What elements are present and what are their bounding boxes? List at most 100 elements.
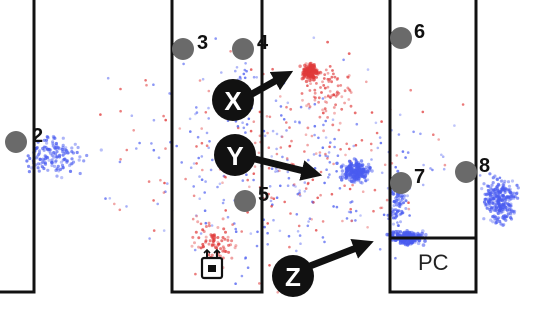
- signal-dot: [267, 192, 271, 196]
- signal-dot: [403, 194, 406, 198]
- signal-dot: [395, 232, 400, 236]
- signal-dot: [244, 131, 247, 134]
- signal-dot: [303, 190, 307, 193]
- signal-dot: [168, 92, 171, 95]
- signal-dot: [313, 124, 317, 128]
- signal-dot: [119, 87, 122, 91]
- signal-dot: [234, 282, 237, 286]
- signal-dot: [200, 127, 203, 130]
- signal-dot: [343, 89, 347, 93]
- signal-dot: [279, 184, 282, 188]
- signal-dot: [268, 115, 272, 119]
- signal-dot: [328, 173, 331, 176]
- signal-dot: [27, 164, 31, 168]
- signal-dot: [397, 133, 401, 136]
- signal-dot: [61, 166, 65, 170]
- signal-dot: [370, 111, 374, 114]
- signal-dot: [152, 229, 156, 232]
- signal-dot: [285, 157, 289, 160]
- signal-dot: [361, 190, 365, 193]
- signal-dot: [210, 224, 214, 227]
- callout-x: X: [212, 70, 294, 121]
- signal-dot: [192, 185, 195, 188]
- signal-dot: [201, 168, 204, 172]
- signal-dot: [288, 144, 292, 148]
- signal-dot: [502, 188, 506, 192]
- signal-dot: [195, 111, 199, 114]
- signal-dot: [366, 162, 371, 167]
- signal-dot: [42, 166, 46, 171]
- signal-dot: [204, 225, 208, 228]
- signal-dot: [303, 150, 306, 153]
- signal-dot: [65, 149, 69, 153]
- signal-dot: [512, 211, 516, 215]
- signal-dot: [310, 63, 314, 67]
- signal-dot: [306, 84, 309, 87]
- signal-dot: [336, 90, 339, 94]
- signal-dot: [308, 74, 313, 78]
- signal-dot: [27, 170, 31, 174]
- signal-dot: [220, 71, 223, 74]
- signal-dot: [492, 208, 496, 212]
- signal-dot: [390, 214, 394, 218]
- signal-dot: [347, 159, 352, 163]
- signal-dot: [344, 169, 348, 173]
- signal-dot: [282, 81, 286, 85]
- signal-dot: [221, 245, 225, 249]
- signal-dot: [288, 245, 291, 249]
- signal-dot: [279, 95, 282, 98]
- signal-dot: [499, 179, 503, 183]
- signal-dot: [398, 113, 402, 117]
- signal-dot: [346, 75, 350, 79]
- signal-dot: [490, 188, 494, 192]
- signal-dot: [501, 205, 505, 209]
- signal-dot: [162, 229, 166, 232]
- signal-dot: [57, 155, 62, 159]
- signal-dot: [412, 130, 415, 134]
- callout-y-arrow: [254, 155, 323, 181]
- signal-dot: [53, 160, 58, 164]
- svg-text:Z: Z: [285, 262, 301, 292]
- signal-dot: [210, 253, 214, 257]
- signal-dot: [245, 123, 249, 126]
- signal-dot: [321, 236, 325, 239]
- signal-dot: [73, 142, 77, 146]
- signal-dot: [323, 240, 326, 244]
- signal-dot: [312, 153, 316, 156]
- signal-dot: [252, 75, 256, 79]
- signal-dot: [482, 217, 486, 221]
- callout-z: Z: [272, 239, 374, 297]
- signal-dot: [355, 164, 360, 169]
- signal-dot: [442, 167, 446, 171]
- signal-dot: [275, 73, 279, 76]
- signal-dot: [163, 181, 166, 185]
- signal-dot: [55, 174, 59, 178]
- signal-dot: [310, 218, 314, 221]
- signal-dot: [314, 96, 317, 100]
- signal-dot: [224, 250, 228, 253]
- signal-dot: [53, 136, 57, 140]
- signal-dot: [422, 163, 425, 167]
- signal-dot: [201, 228, 205, 232]
- signal-dot: [319, 170, 323, 174]
- signal-dot: [162, 191, 166, 194]
- signal-dot: [308, 89, 312, 92]
- signal-dot: [489, 209, 493, 213]
- signal-dot: [208, 140, 211, 143]
- signal-dot: [399, 220, 402, 224]
- pc-label: PC: [418, 250, 449, 275]
- signal-dot: [130, 114, 134, 117]
- signal-dot: [349, 104, 353, 108]
- signal-dot: [43, 162, 48, 166]
- signal-dot: [443, 163, 447, 167]
- signal-dot: [308, 67, 312, 72]
- signal-dot: [303, 63, 307, 68]
- signal-dot: [36, 162, 41, 166]
- signal-dot: [513, 209, 517, 213]
- signal-dot: [306, 126, 310, 130]
- signal-dot: [494, 221, 498, 225]
- signal-dot: [152, 148, 156, 152]
- signal-dot: [280, 114, 283, 117]
- signal-dot: [332, 162, 335, 166]
- signal-dot: [293, 183, 296, 186]
